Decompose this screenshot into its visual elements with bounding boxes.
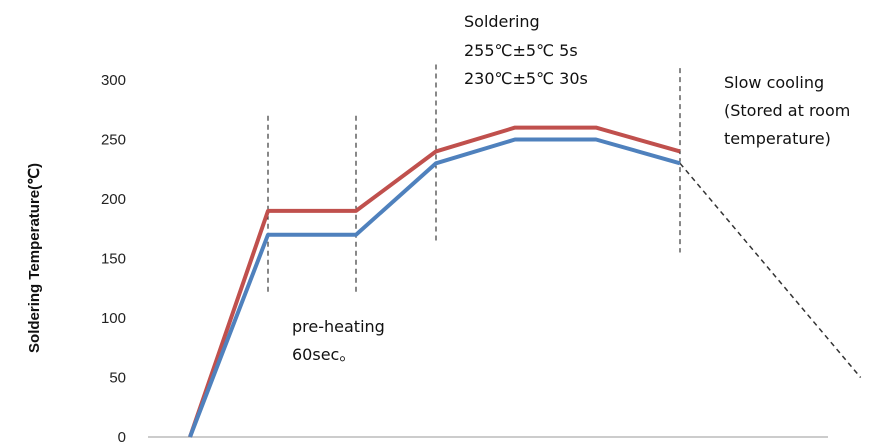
series-line-blue (188, 137, 681, 438)
soldering-condition-230: 230℃±5℃ 30s (464, 69, 588, 88)
slow-cooling-note-line2: temperature) (724, 129, 831, 148)
y-tick-label: 100 (101, 310, 126, 327)
y-tick-label: 200 (101, 191, 126, 208)
y-tick-label: 50 (109, 370, 126, 387)
y-tick-label: 150 (101, 251, 126, 268)
soldering-condition-255: 255℃±5℃ 5s (464, 41, 578, 60)
soldering-title: Soldering (464, 12, 540, 31)
y-tick-label: 300 (101, 72, 126, 89)
y-axis-ticks: 0 50 100 150 200 250 300 (101, 72, 126, 445)
slow-cooling-note-line1: (Stored at room (724, 101, 850, 120)
slow-cooling-title: Slow cooling (724, 73, 824, 92)
series-line-red (188, 125, 681, 438)
series-lines (188, 125, 681, 438)
preheating-title: pre-heating (292, 317, 385, 336)
y-axis-label: Soldering Temperature(℃) (26, 163, 43, 353)
preheating-duration: 60sec。 (292, 345, 355, 364)
y-tick-label: 0 (118, 429, 126, 445)
y-tick-label: 250 (101, 132, 126, 149)
phase-markers (267, 64, 681, 295)
cooling-line (679, 162, 862, 378)
